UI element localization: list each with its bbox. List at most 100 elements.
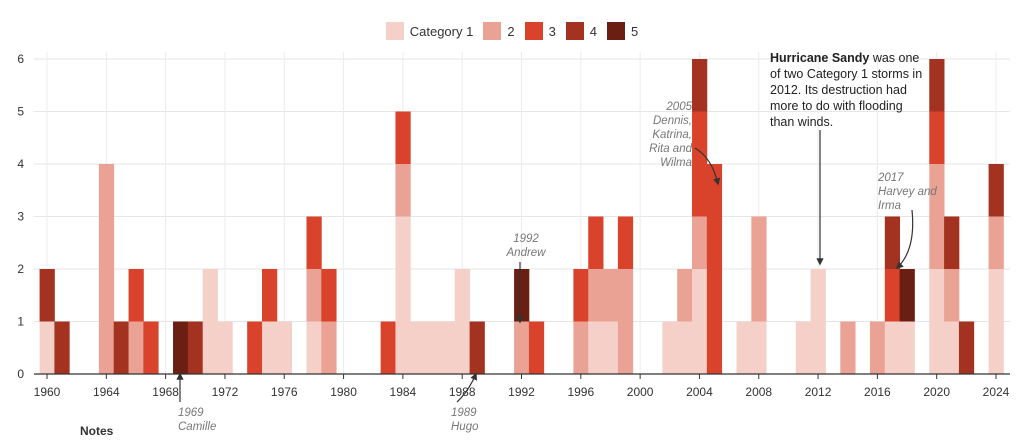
legend-label: 2 bbox=[507, 23, 515, 39]
annotation-camille: 1969 bbox=[178, 407, 204, 419]
legend-swatch bbox=[607, 22, 626, 40]
bar-segment bbox=[929, 269, 945, 374]
legend-item: 5 bbox=[607, 22, 638, 40]
bar-segment bbox=[603, 321, 619, 374]
x-tick-label: 1976 bbox=[271, 385, 298, 399]
bar-segment bbox=[469, 321, 485, 374]
annotation-harvey: Harvey and bbox=[878, 186, 937, 198]
bar-segment bbox=[173, 321, 189, 374]
bar-segment bbox=[929, 164, 945, 269]
bar-segment bbox=[410, 321, 426, 374]
x-tick-label: 1960 bbox=[34, 385, 61, 399]
legend-swatch bbox=[524, 22, 543, 40]
legend-label: 3 bbox=[548, 23, 556, 39]
annotation-hugo: Hugo bbox=[451, 421, 479, 433]
annotation-harvey: Irma bbox=[878, 200, 901, 212]
bar-segment bbox=[217, 321, 233, 374]
bar-segment bbox=[929, 111, 945, 164]
bar-segment bbox=[706, 164, 723, 374]
annotation-sandy: of two Category 1 storms in bbox=[770, 67, 922, 81]
bar-segment bbox=[128, 321, 144, 374]
annotation-sandy: 2012. Its destruction had bbox=[770, 83, 907, 97]
bar-segment bbox=[306, 269, 322, 322]
bar-segment bbox=[692, 59, 708, 112]
bar-segment bbox=[840, 321, 856, 374]
bar-segment bbox=[187, 321, 204, 374]
x-tick-label: 2020 bbox=[923, 385, 950, 399]
x-tick-label: 1996 bbox=[567, 385, 594, 399]
bar-segment bbox=[869, 321, 886, 374]
bar-segment bbox=[573, 321, 589, 374]
annotations: 1969 Camille 1989 Hugo 1992 Andrew 2005 Dennis,… bbox=[176, 51, 937, 433]
bar-segment bbox=[692, 269, 708, 374]
bar-segment bbox=[39, 321, 55, 374]
x-tick-label: 1964 bbox=[93, 385, 120, 399]
annotation-andrew: Andrew bbox=[506, 247, 547, 259]
y-tick-label: 4 bbox=[17, 157, 24, 171]
bar-segment bbox=[677, 269, 693, 322]
bars bbox=[39, 59, 1004, 374]
y-tick-label: 3 bbox=[17, 210, 24, 224]
bar-segment bbox=[588, 269, 604, 322]
x-tick-label: 1972 bbox=[212, 385, 239, 399]
x-tick-label: 2012 bbox=[805, 385, 832, 399]
annotation-sandy: more to do with flooding bbox=[770, 99, 903, 113]
bar-segment bbox=[884, 269, 901, 322]
bar-segment bbox=[736, 321, 752, 374]
x-tick-label: 1988 bbox=[449, 385, 476, 399]
bar-segment bbox=[306, 321, 322, 374]
x-tick-label: 2008 bbox=[745, 385, 772, 399]
annotation-hugo: 1989 bbox=[451, 407, 477, 419]
bar-segment bbox=[454, 269, 471, 374]
legend-item: 2 bbox=[483, 22, 515, 40]
bar-segment bbox=[395, 216, 411, 374]
x-tick-label: 1992 bbox=[508, 385, 535, 399]
bar-segment bbox=[573, 269, 589, 322]
annotation-sandy-title: Hurricane Sandy was one bbox=[770, 51, 919, 65]
annotation-sandy: than winds. bbox=[770, 115, 833, 129]
bar-segment bbox=[306, 216, 322, 269]
bar-segment bbox=[321, 321, 337, 374]
bar-segment bbox=[98, 164, 115, 374]
axes: 0 1 2 3 4 5 6 1960 1964 1968 1972 1976 1980 1984 1988 1… bbox=[17, 52, 1010, 399]
bar-segment bbox=[276, 321, 293, 374]
x-tick-label: 2004 bbox=[686, 385, 713, 399]
legend-label: 4 bbox=[589, 23, 598, 39]
bar-segment bbox=[662, 321, 678, 374]
x-tick-label: 2016 bbox=[864, 385, 891, 399]
bar-segment bbox=[617, 216, 634, 269]
bar-segment bbox=[884, 321, 901, 374]
bar-segment bbox=[425, 321, 441, 374]
bar-segment bbox=[692, 216, 708, 269]
legend-swatch bbox=[565, 22, 584, 40]
bar-segment bbox=[958, 321, 975, 374]
bar-segment bbox=[113, 321, 129, 374]
x-tick-label: 1980 bbox=[330, 385, 357, 399]
bar-segment bbox=[677, 321, 693, 374]
x-tick-label: 1968 bbox=[152, 385, 179, 399]
annotation-katrina: 2005 bbox=[665, 101, 692, 113]
legend-swatch bbox=[483, 22, 502, 40]
annotation-harvey: 2017 bbox=[877, 172, 904, 184]
legend-label: Category 1 bbox=[409, 23, 474, 39]
bar-segment bbox=[439, 321, 456, 374]
bar-segment bbox=[514, 269, 530, 322]
bar-segment bbox=[528, 321, 545, 374]
bar-segment bbox=[692, 111, 708, 217]
bar-segment bbox=[884, 216, 901, 269]
y-tick-label: 0 bbox=[17, 367, 24, 381]
bar-segment bbox=[929, 59, 945, 112]
bar-segment bbox=[262, 321, 278, 374]
annotation-katrina: Katrina, bbox=[652, 129, 692, 141]
arrow-katrina bbox=[694, 147, 721, 186]
annotation-katrina: Dennis, bbox=[653, 115, 692, 127]
bar-segment bbox=[944, 269, 960, 322]
bar-segment bbox=[944, 216, 960, 269]
annotation-katrina: Wilma bbox=[660, 157, 692, 169]
bar-segment bbox=[514, 321, 530, 374]
bar-segment bbox=[247, 321, 263, 374]
bar-segment bbox=[751, 216, 767, 322]
bar-segment bbox=[39, 269, 55, 322]
x-tick-label: 2024 bbox=[983, 385, 1010, 399]
